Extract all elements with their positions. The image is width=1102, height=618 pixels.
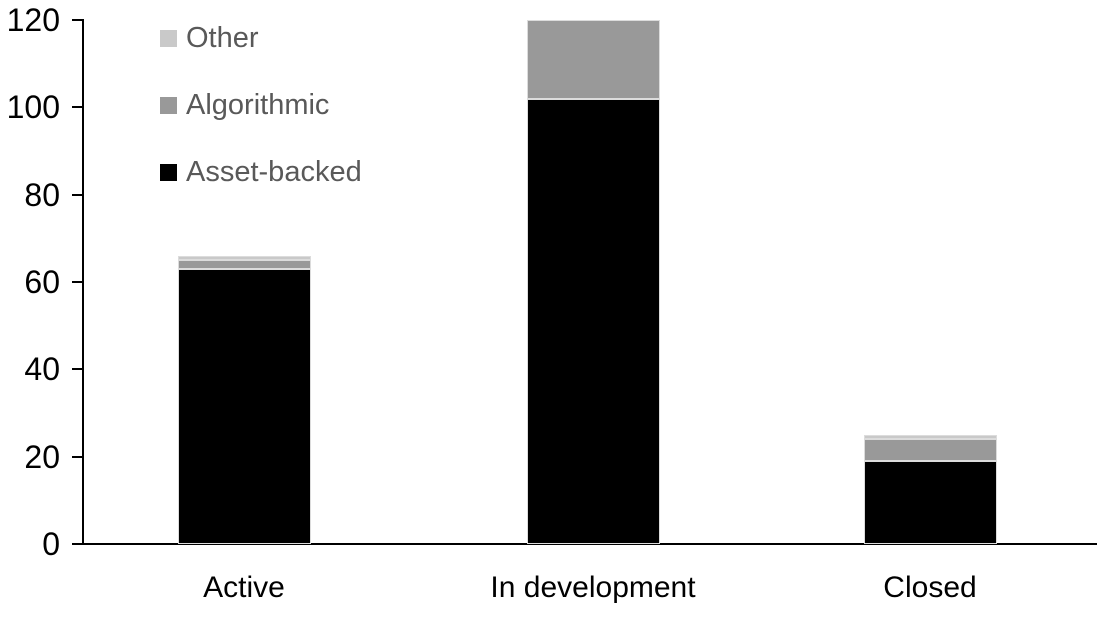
y-tick-mark — [72, 455, 83, 458]
x-category-label: Closed — [883, 571, 977, 604]
bar-segment-algorithmic — [177, 260, 311, 269]
bar-segment-algorithmic — [863, 439, 997, 462]
y-tick-label: 60 — [24, 264, 60, 300]
y-tick-mark — [72, 368, 83, 371]
legend: Other Algorithmic Asset-backed — [160, 20, 362, 190]
bar-segment-algorithmic — [526, 20, 660, 99]
legend-label: Algorithmic — [186, 89, 330, 121]
legend-item: Algorithmic — [160, 87, 362, 123]
y-axis — [82, 19, 84, 545]
legend-item: Asset-backed — [160, 154, 362, 190]
legend-item: Other — [160, 20, 362, 56]
y-tick-label: 40 — [24, 351, 60, 388]
x-category-label: Active — [203, 571, 285, 604]
legend-swatch-icon — [160, 29, 177, 47]
y-tick-label: 20 — [24, 438, 60, 475]
y-tick-label: 80 — [24, 176, 60, 213]
x-category-label: In development — [490, 571, 696, 604]
y-tick-label: 100 — [6, 89, 60, 126]
y-tick-mark — [72, 106, 83, 109]
y-tick-mark — [72, 281, 83, 283]
bar-segment-asset-backed — [177, 268, 311, 544]
legend-swatch-icon — [160, 96, 177, 114]
y-tick-label: 0 — [42, 526, 60, 562]
bar-segment-asset-backed — [863, 461, 997, 544]
legend-label: Other — [186, 22, 259, 54]
bar-segment-other — [863, 434, 997, 440]
bar-segment-other — [177, 255, 311, 261]
bar-segment-asset-backed — [526, 98, 660, 544]
x-axis — [82, 543, 1097, 545]
legend-swatch-icon — [160, 163, 177, 181]
y-tick-mark — [72, 193, 83, 196]
legend-label: Asset-backed — [186, 156, 362, 188]
y-tick-mark — [72, 19, 83, 21]
y-tick-label: 120 — [6, 2, 60, 38]
y-tick-mark — [72, 543, 83, 545]
